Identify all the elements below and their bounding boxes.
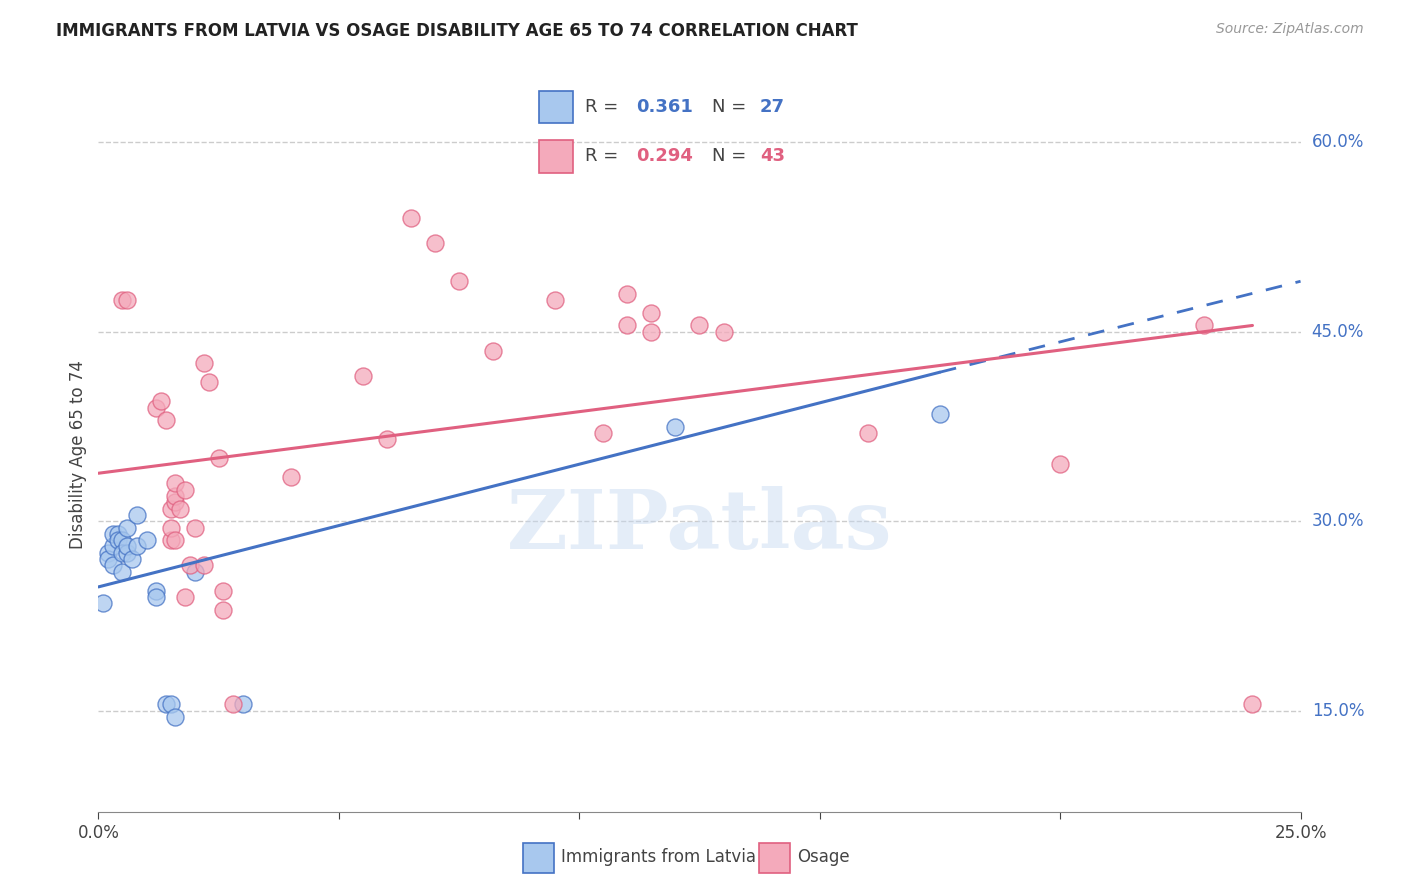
Point	[212, 583, 235, 598]
Point	[145, 590, 167, 604]
Point	[111, 293, 134, 308]
Point	[352, 369, 374, 384]
Point	[616, 318, 638, 333]
Point	[117, 546, 139, 560]
Point	[640, 306, 662, 320]
Point	[193, 356, 215, 370]
Point	[183, 565, 205, 579]
Point	[165, 495, 187, 509]
Text: N =: N =	[711, 98, 752, 116]
Text: IMMIGRANTS FROM LATVIA VS OSAGE DISABILITY AGE 65 TO 74 CORRELATION CHART: IMMIGRANTS FROM LATVIA VS OSAGE DISABILI…	[56, 22, 858, 40]
Point	[222, 698, 245, 712]
Text: 0.361: 0.361	[636, 98, 693, 116]
Point	[155, 698, 177, 712]
Point	[447, 274, 470, 288]
Point	[155, 413, 177, 427]
Point	[179, 558, 201, 573]
Point	[149, 394, 172, 409]
Point	[159, 501, 181, 516]
Text: N =: N =	[711, 147, 752, 165]
Point	[212, 602, 235, 616]
Text: 15.0%: 15.0%	[1312, 702, 1364, 720]
Point	[135, 533, 157, 548]
Point	[125, 540, 148, 554]
Point	[101, 540, 124, 554]
Text: 45.0%: 45.0%	[1312, 323, 1364, 341]
Point	[145, 583, 167, 598]
Point	[145, 401, 167, 415]
Text: 27: 27	[761, 98, 785, 116]
Point	[423, 236, 446, 251]
Point	[117, 293, 139, 308]
Point	[1241, 698, 1264, 712]
Point	[111, 546, 134, 560]
Text: Osage: Osage	[797, 848, 851, 866]
Bar	[759, 843, 790, 873]
Point	[111, 533, 134, 548]
Point	[399, 211, 422, 226]
Point	[481, 343, 503, 358]
Point	[101, 558, 124, 573]
Text: 60.0%: 60.0%	[1312, 133, 1364, 152]
Bar	[523, 843, 554, 873]
Text: ZIPatlas: ZIPatlas	[506, 486, 893, 566]
Point	[208, 451, 231, 466]
Point	[198, 376, 221, 390]
Point	[664, 419, 686, 434]
Point	[1049, 458, 1071, 472]
Point	[1194, 318, 1216, 333]
Text: 43: 43	[761, 147, 785, 165]
Point	[616, 286, 638, 301]
Point	[688, 318, 710, 333]
Text: R =: R =	[585, 98, 624, 116]
Point	[232, 698, 254, 712]
Point	[165, 489, 187, 503]
Point	[193, 558, 215, 573]
Point	[183, 520, 205, 534]
Point	[97, 546, 120, 560]
Point	[174, 590, 197, 604]
Point	[125, 508, 148, 522]
Point	[159, 533, 181, 548]
Point	[544, 293, 567, 308]
Text: Source: ZipAtlas.com: Source: ZipAtlas.com	[1216, 22, 1364, 37]
Point	[117, 540, 139, 554]
Y-axis label: Disability Age 65 to 74: Disability Age 65 to 74	[69, 360, 87, 549]
Point	[165, 476, 187, 491]
Point	[107, 526, 129, 541]
Point	[280, 470, 302, 484]
Point	[856, 425, 879, 440]
Point	[165, 533, 187, 548]
Point	[640, 325, 662, 339]
Point	[91, 596, 114, 610]
Bar	[540, 91, 572, 123]
Point	[117, 520, 139, 534]
Point	[97, 552, 120, 566]
Text: 0.294: 0.294	[636, 147, 693, 165]
Point	[107, 533, 129, 548]
Point	[174, 483, 197, 497]
Point	[375, 432, 398, 446]
Point	[713, 325, 735, 339]
Point	[159, 698, 181, 712]
Point	[928, 407, 950, 421]
Text: Immigrants from Latvia: Immigrants from Latvia	[561, 848, 756, 866]
Point	[111, 565, 134, 579]
Point	[592, 425, 614, 440]
Point	[169, 501, 191, 516]
Text: 30.0%: 30.0%	[1312, 512, 1364, 530]
Point	[101, 526, 124, 541]
Point	[165, 710, 187, 724]
Point	[159, 520, 181, 534]
Point	[121, 552, 143, 566]
Bar	[540, 140, 572, 173]
Text: R =: R =	[585, 147, 624, 165]
